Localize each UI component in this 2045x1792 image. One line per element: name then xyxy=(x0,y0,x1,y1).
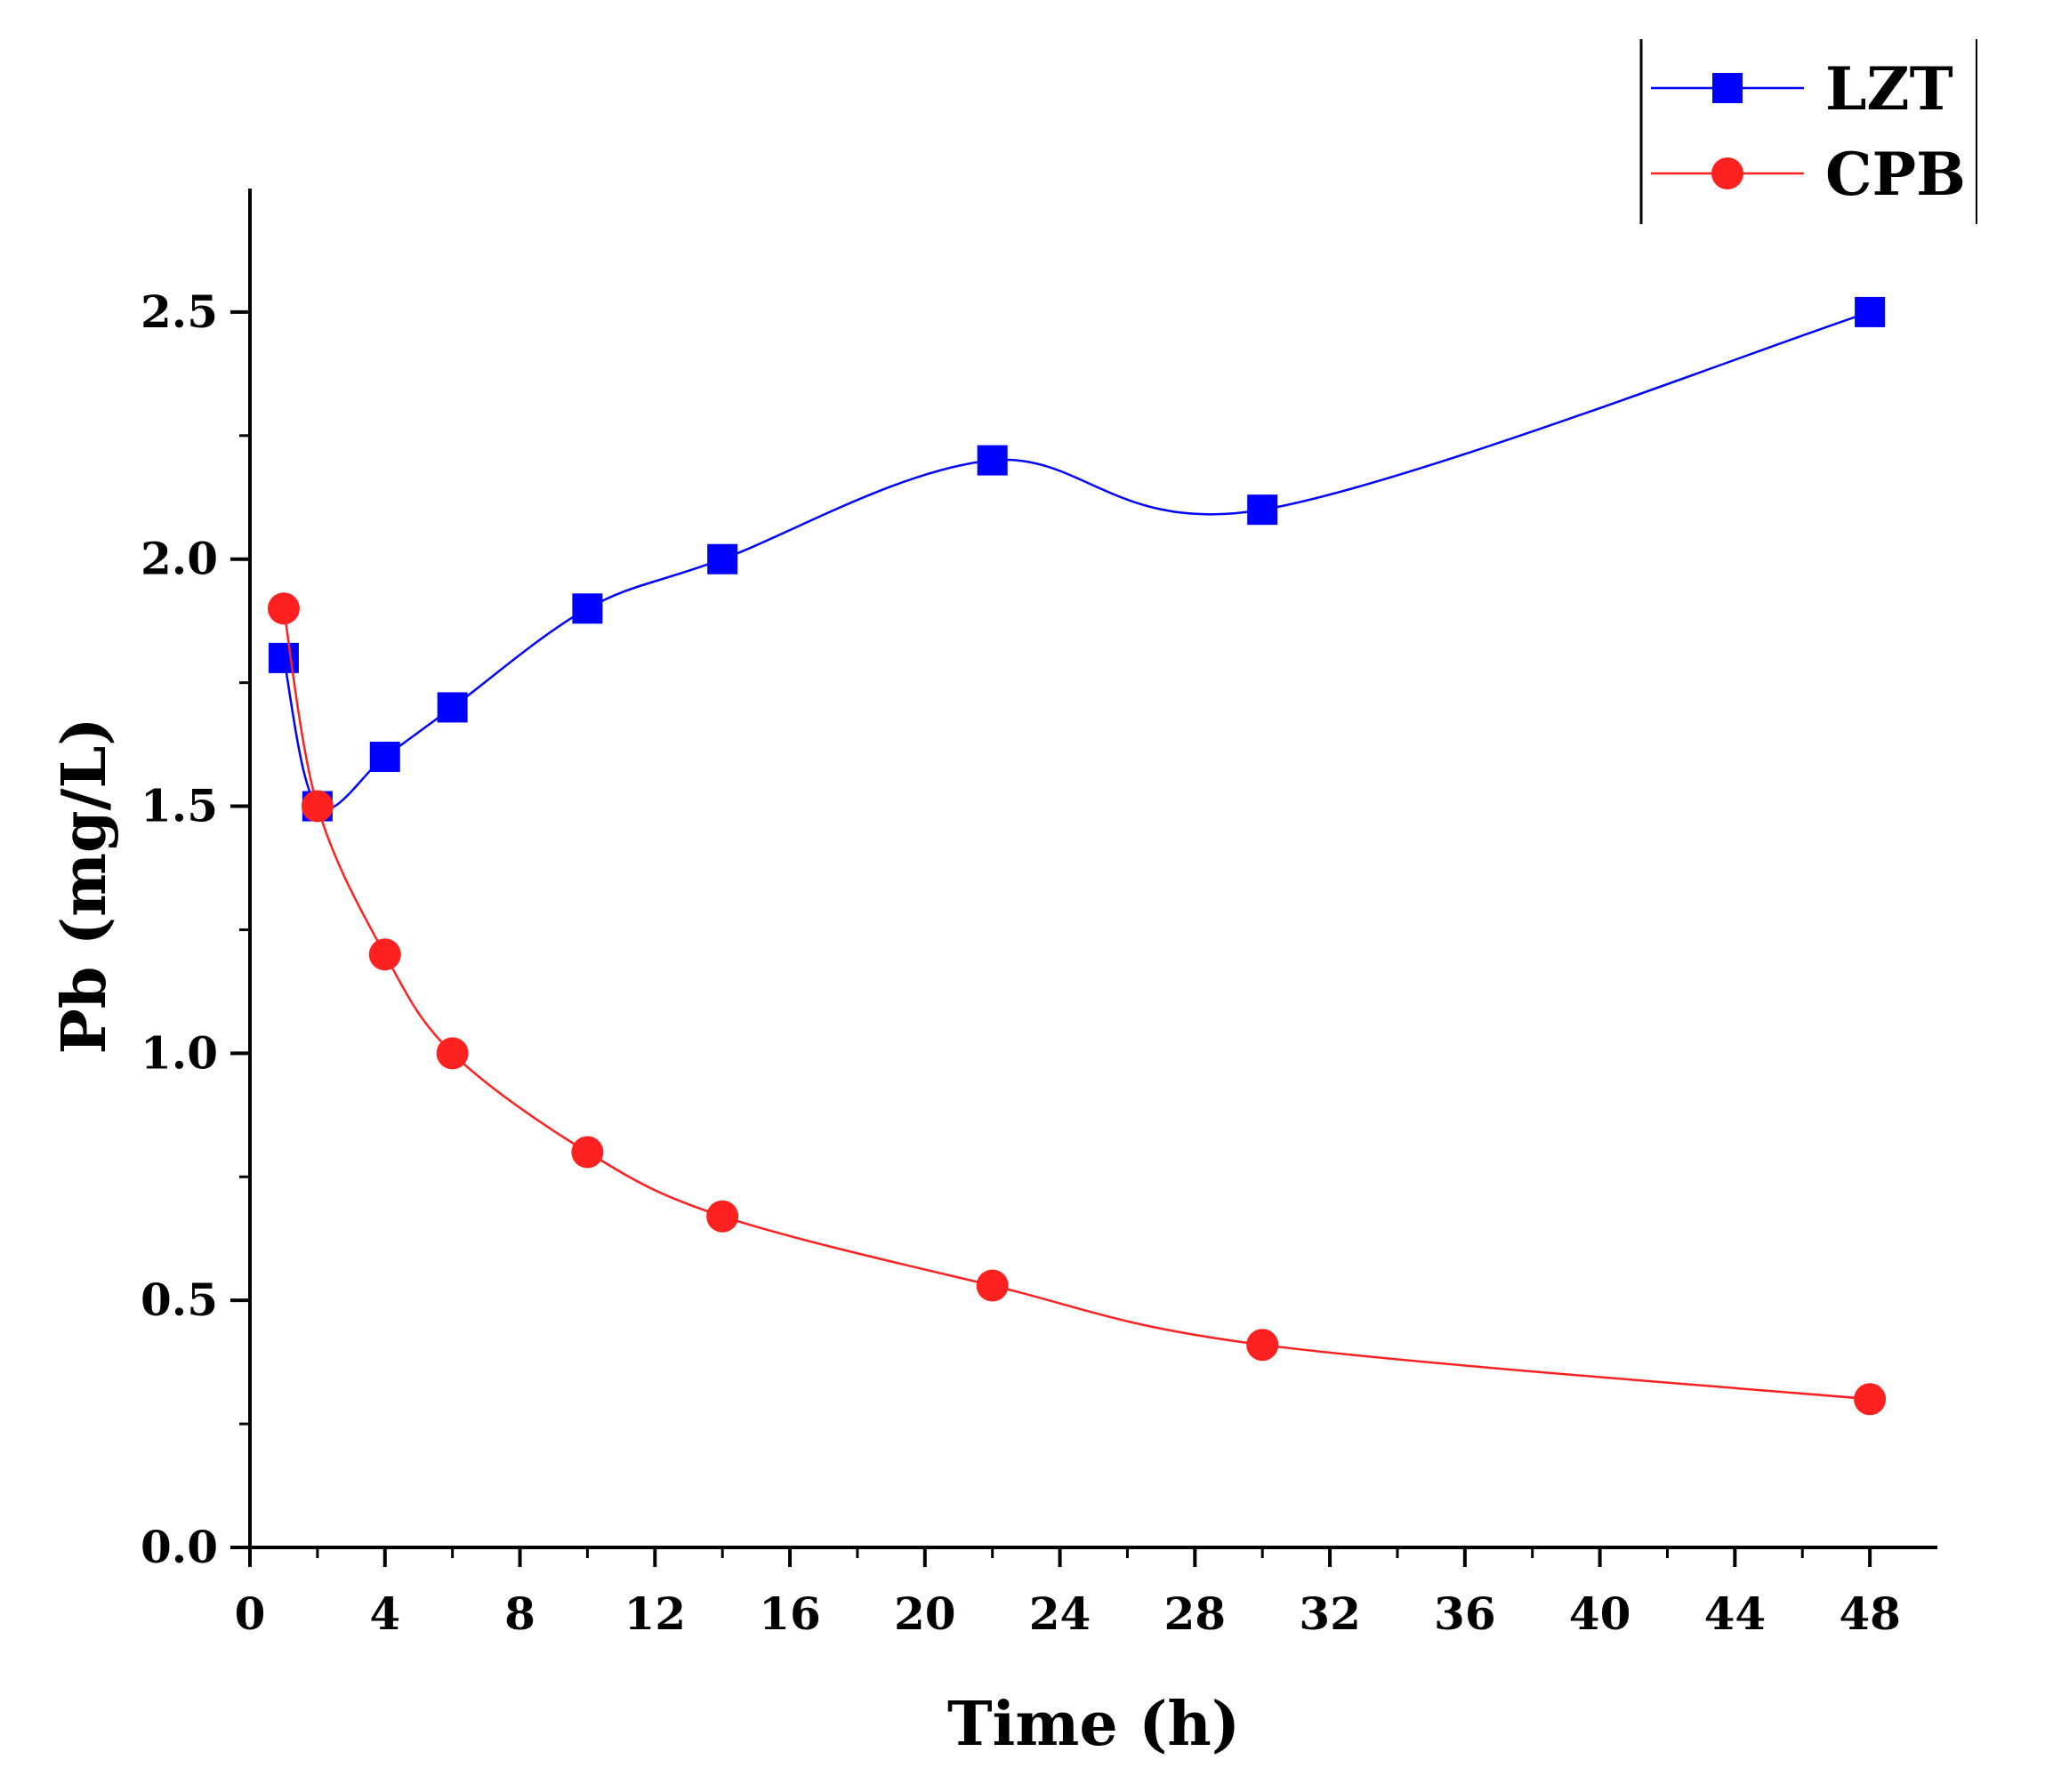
legend-label: CPB xyxy=(1825,140,1966,209)
x-axis-title: Time (h) xyxy=(947,1689,1240,1760)
series-line xyxy=(282,608,1871,1401)
data-point xyxy=(572,593,603,624)
data-point xyxy=(368,938,401,971)
series-cpb xyxy=(267,592,1887,1416)
legend: LZT CPB xyxy=(1639,39,1977,224)
data-point xyxy=(267,592,300,625)
legend-marker xyxy=(1711,157,1743,189)
x-tick-label: 32 xyxy=(1299,1587,1361,1640)
legend-label: LZT xyxy=(1825,54,1953,124)
x-tick-label: 4 xyxy=(369,1587,400,1640)
y-tick-label: 2.0 xyxy=(141,533,218,585)
legend-marker xyxy=(1712,73,1743,103)
data-point xyxy=(301,790,334,823)
data-point xyxy=(1854,1383,1887,1416)
y-tick-label: 2.5 xyxy=(141,285,218,338)
x-tick-label: 48 xyxy=(1839,1587,1901,1640)
x-tick-label: 12 xyxy=(624,1587,686,1640)
x-tick-label: 16 xyxy=(759,1587,821,1640)
legend-item-lzt: LZT xyxy=(1651,54,1953,124)
data-point xyxy=(571,1136,604,1169)
x-tick-label: 40 xyxy=(1569,1587,1631,1640)
series-lzt xyxy=(268,296,1886,822)
x-tick-label: 8 xyxy=(504,1587,535,1640)
x-tick-label: 36 xyxy=(1434,1587,1496,1640)
x-tick-label: 24 xyxy=(1029,1587,1091,1640)
data-point xyxy=(707,543,738,575)
data-point xyxy=(1855,296,1886,327)
y-tick-label: 0.0 xyxy=(141,1521,218,1573)
data-point xyxy=(976,1269,1009,1302)
x-tick-label: 28 xyxy=(1164,1587,1227,1640)
data-point xyxy=(706,1200,739,1233)
series-line xyxy=(282,310,1871,811)
data-point xyxy=(1247,494,1278,526)
data-point xyxy=(977,445,1008,476)
y-tick-label: 0.5 xyxy=(141,1274,218,1326)
y-tick-label: 1.5 xyxy=(141,780,218,832)
series-layer xyxy=(267,296,1887,1416)
data-point xyxy=(436,1037,469,1070)
axes: 0 4 8 12 16 20 24 28 32 36 40 44 480.00.51.01.52.02.… xyxy=(141,189,1937,1640)
data-point xyxy=(268,642,299,673)
data-point xyxy=(437,692,468,723)
y-tick-label: 1.0 xyxy=(141,1026,218,1079)
legend-item-cpb: CPB xyxy=(1651,140,1966,209)
data-point xyxy=(369,741,400,772)
x-tick-label: 0 xyxy=(235,1587,266,1640)
x-tick-label: 20 xyxy=(894,1587,956,1640)
data-point xyxy=(1246,1329,1279,1362)
x-tick-label: 44 xyxy=(1704,1587,1767,1640)
y-axis-title: Pb (mg/L) xyxy=(49,718,120,1055)
